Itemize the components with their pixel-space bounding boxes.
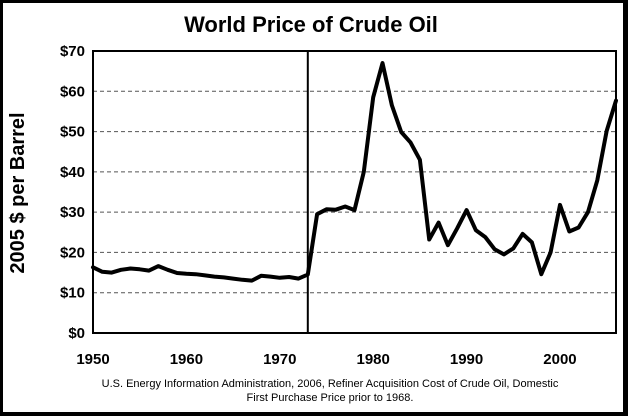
data-point (288, 276, 290, 278)
data-point (110, 271, 113, 274)
data-point (559, 204, 561, 206)
data-point (307, 273, 309, 276)
y-tick-labels: $0 $10 $20 $30 $40 $50 $60 $70 (60, 43, 85, 342)
data-point (484, 236, 487, 238)
data-point (363, 171, 365, 173)
data-point (344, 205, 347, 208)
data-point (503, 253, 505, 256)
x-tick-label: 1970 (263, 351, 296, 368)
data-point (129, 267, 132, 270)
data-point (148, 269, 150, 272)
data-point (391, 104, 393, 107)
y-tick-label: $20 (60, 244, 85, 261)
data-point (204, 274, 206, 277)
y-tick-label: $40 (60, 164, 85, 181)
y-tick-label: $0 (68, 325, 85, 342)
data-point (232, 277, 234, 280)
data-point (540, 273, 543, 276)
data-point (213, 275, 216, 278)
data-point (325, 208, 328, 211)
y-axis-label: 2005 $ per Barrel (7, 112, 29, 273)
y-tick-label: $70 (60, 43, 85, 60)
data-point (101, 271, 104, 273)
chart-title: World Price of Crude Oil (184, 12, 438, 37)
source-note-line1: U.S. Energy Information Administration, … (102, 378, 559, 390)
x-tick-label: 1980 (356, 351, 389, 368)
data-point (185, 273, 188, 275)
data-point (381, 62, 384, 64)
data-point (335, 208, 337, 211)
data-point (577, 226, 580, 229)
data-point (353, 209, 356, 211)
data-point (223, 276, 225, 279)
chart-frame: World Price of Crude Oil 2005 $ per Barr… (3, 3, 623, 412)
data-point (568, 230, 571, 233)
x-tick-label: 1990 (450, 351, 483, 368)
data-point (587, 211, 589, 213)
data-point (549, 251, 552, 254)
y-tick-label: $50 (60, 124, 85, 141)
x-tick-label: 1960 (170, 351, 203, 368)
data-point (400, 131, 403, 133)
x-tick-label: 1950 (76, 351, 109, 368)
data-point (138, 268, 141, 271)
data-point (166, 269, 169, 271)
data-point (297, 277, 300, 280)
y-tick-label: $10 (60, 285, 85, 302)
data-point (260, 275, 262, 277)
data-point (596, 179, 599, 182)
x-tick-label: 2000 (543, 351, 576, 368)
data-point (447, 244, 449, 246)
data-point (428, 238, 431, 241)
data-point (409, 141, 412, 144)
data-point (194, 273, 197, 276)
data-point (157, 265, 160, 267)
data-point (521, 233, 524, 235)
data-point (372, 96, 375, 99)
data-point (465, 209, 468, 211)
data-point (120, 269, 122, 271)
data-point (456, 227, 459, 230)
data-point (512, 247, 515, 250)
y-tick-label: $60 (60, 83, 85, 100)
data-point (605, 130, 608, 132)
data-point (493, 248, 496, 250)
chart: World Price of Crude Oil 2005 $ per Barr… (7, 12, 618, 404)
data-point (269, 275, 272, 278)
data-point (531, 241, 533, 244)
source-note-line2: First Purchase Price prior to 1968. (247, 392, 414, 404)
y-tick-label: $30 (60, 204, 85, 221)
plot-area (92, 50, 617, 334)
data-point (437, 221, 440, 224)
gridlines (93, 90, 616, 294)
data-point (251, 279, 253, 282)
x-tick-labels: 1950 1960 1970 1980 1990 2000 (76, 351, 576, 368)
data-point (241, 279, 244, 281)
data-point (316, 213, 318, 215)
data-point (419, 159, 421, 161)
data-point (176, 272, 178, 274)
data-points (92, 62, 617, 282)
data-point (279, 277, 281, 279)
data-point (475, 229, 477, 232)
